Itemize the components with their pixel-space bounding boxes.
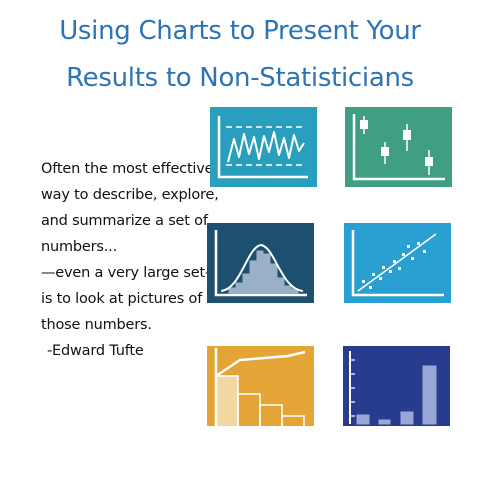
series-line (227, 131, 305, 163)
pareto-chart-icon (207, 346, 314, 426)
quote-line: is to look at pictures of (41, 291, 203, 307)
axis (214, 230, 307, 297)
bar-chart-icon (343, 346, 450, 426)
tile-background (210, 107, 317, 187)
trend-line (357, 233, 437, 292)
quote-line: and summarize a set of (41, 213, 208, 229)
scatter-points (362, 242, 426, 289)
page-title-line-2: Results to Non-Statisticians (66, 63, 414, 93)
quote-line: numbers... (41, 239, 117, 255)
quote-line: —even a very large set— (41, 265, 220, 281)
histogram-bar (277, 277, 285, 294)
histogram-bar (263, 253, 271, 294)
tile-background (345, 107, 452, 187)
bar (400, 411, 414, 425)
quote-line: those numbers. (41, 317, 152, 333)
bar (378, 419, 391, 425)
axis (351, 230, 444, 297)
pareto-bar (216, 376, 238, 426)
histogram-bar (235, 282, 243, 294)
page-title-line-1: Using Charts to Present Your (59, 16, 421, 46)
histogram-bar (249, 260, 257, 294)
normal-curve (220, 243, 304, 292)
histogram-bar (284, 285, 292, 294)
pareto-bar-outline (281, 415, 305, 426)
box-whisker (403, 124, 411, 151)
bar (356, 414, 370, 425)
histogram-bar (256, 250, 264, 294)
quote-attribution: -Edward Tufte (47, 343, 144, 359)
box-whisker (360, 116, 368, 134)
cumulative-line (215, 350, 306, 378)
axis (217, 116, 308, 179)
quote-line: way to describe, explore, (41, 187, 219, 203)
histogram-bar (270, 263, 278, 294)
axis-ticks (350, 359, 355, 417)
scatter-plot-icon (344, 223, 451, 303)
histogram-icon (207, 223, 314, 303)
tufte-quote: Often the most effective way to describe… (41, 156, 220, 364)
box-whisker (425, 150, 433, 175)
line-chart-icon (210, 107, 317, 187)
histogram-bar (228, 287, 236, 294)
box-plot-icon (345, 107, 452, 187)
axis (352, 114, 445, 181)
histogram-bar (242, 273, 250, 294)
bar (422, 365, 437, 425)
box-whisker (381, 142, 389, 164)
quote-line: Often the most effective (41, 161, 214, 177)
